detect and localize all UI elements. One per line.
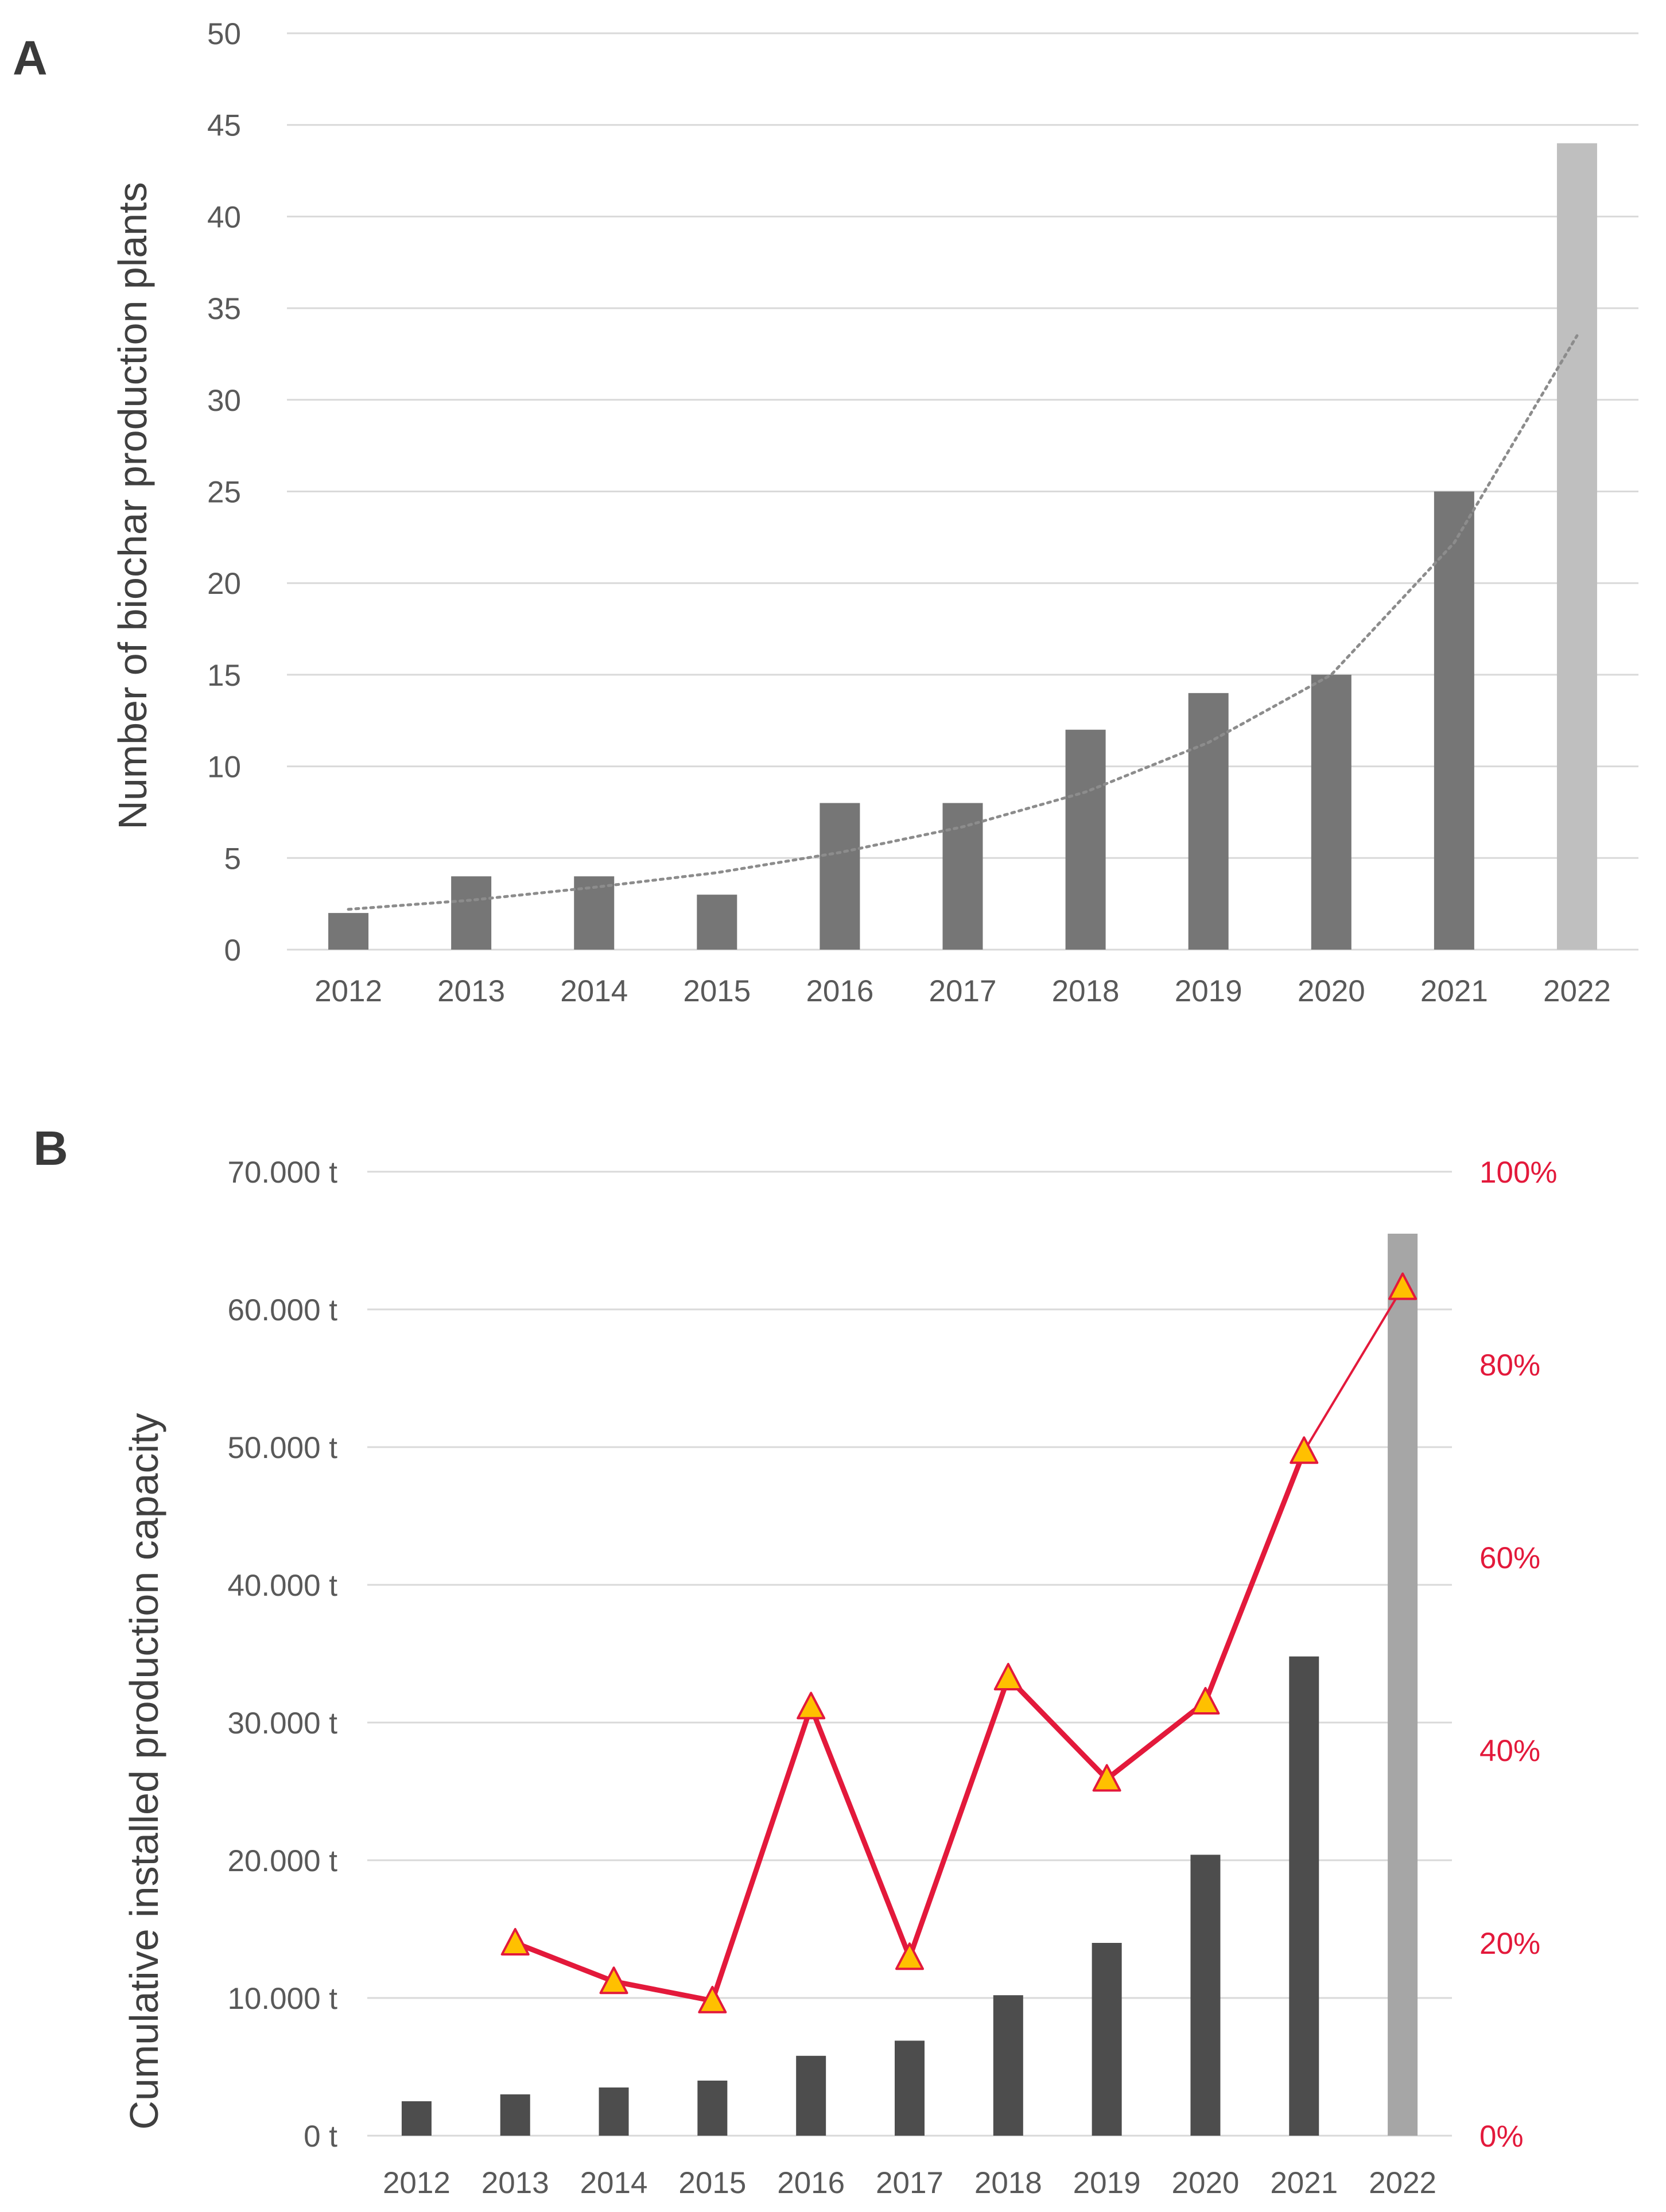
bar-b-2018 (993, 1995, 1023, 2136)
x-tick-a: 2017 (929, 974, 997, 1008)
bar-b-2021 (1289, 1656, 1319, 2136)
growth-marker-2017 (895, 1942, 924, 1970)
y-tick-a: 50 (207, 17, 241, 51)
growth-marker-2022 (1388, 1272, 1418, 1300)
y-tick-b: 40.000 t (227, 1569, 337, 1603)
chart-b: 0 t 10.000 t 20.000 t 30.000 t 40.000 t 50.00… (122, 1156, 1558, 2200)
y-tick-a: 35 (207, 292, 241, 326)
y2-tick-b: 60% (1479, 1541, 1540, 1575)
x-tick-a: 2018 (1052, 974, 1120, 1008)
growth-marker-2018 (993, 1663, 1023, 1690)
bar-a-2013 (451, 876, 492, 950)
x-tick-b: 2012 (383, 2166, 451, 2200)
x-tick-b: 2020 (1172, 2166, 1240, 2200)
bar-a-2018 (1065, 729, 1106, 950)
x-tick-a: 2015 (683, 974, 751, 1008)
growth-marker-2016 (797, 1692, 826, 1720)
x-tick-b: 2018 (974, 2166, 1042, 2200)
bar-a-2022 (1556, 143, 1597, 950)
x-tick-b: 2019 (1073, 2166, 1141, 2200)
y-axis-title-b: Cumulative installed production capacity (122, 1413, 166, 2130)
x-tick-a: 2012 (314, 974, 382, 1008)
growth-line-last-segment-b (1303, 1286, 1404, 1452)
x-tick-a: 2020 (1298, 974, 1365, 1008)
x-tick-b: 2016 (777, 2166, 845, 2200)
growth-line-b (512, 1448, 1307, 2004)
bar-b-2014 (599, 2087, 629, 2136)
y-tick-b: 60.000 t (227, 1293, 337, 1327)
x-tick-a: 2014 (560, 974, 628, 1008)
y-tick-a: 45 (207, 109, 241, 143)
bar-a-2021 (1434, 491, 1474, 950)
y-tick-a: 10 (207, 751, 241, 784)
x-tick-a: 2019 (1175, 974, 1242, 1008)
x-tick-a: 2016 (806, 974, 873, 1008)
y2-tick-b: 0% (1479, 2120, 1524, 2153)
growth-marker-2013 (500, 1928, 530, 1956)
y-tick-a: 30 (207, 384, 241, 418)
bar-a-2019 (1188, 693, 1229, 950)
y-tick-a: 40 (207, 200, 241, 234)
y-tick-b: 0 t (304, 2120, 337, 2153)
panel-b-label: B (33, 1121, 68, 1175)
y-tick-b: 10.000 t (227, 1982, 337, 2016)
bar-b-2019 (1092, 1943, 1122, 2136)
bar-b-2012 (401, 2101, 432, 2136)
growth-marker-2014 (599, 1966, 628, 1995)
x-tick-a: 2022 (1543, 974, 1611, 1008)
x-tick-b: 2013 (481, 2166, 549, 2200)
y-tick-a: 20 (207, 567, 241, 601)
y2-tick-b: 100% (1479, 1156, 1558, 1189)
bar-b-2016 (796, 2055, 826, 2136)
bar-a-2020 (1311, 674, 1352, 950)
y2-tick-b: 40% (1479, 1734, 1540, 1768)
y-tick-b: 50.000 t (227, 1431, 337, 1465)
growth-marker-2019 (1092, 1764, 1121, 1792)
y-tick-a: 0 (224, 934, 241, 967)
y2-tick-b: 20% (1479, 1927, 1540, 1961)
growth-marker-2021 (1290, 1436, 1319, 1464)
bar-a-2015 (697, 895, 737, 950)
bar-a-2012 (328, 913, 369, 950)
y-tick-b: 30.000 t (227, 1706, 337, 1740)
bar-b-2020 (1190, 1855, 1221, 2136)
bar-b-2022 (1388, 1234, 1418, 2136)
growth-marker-2015 (698, 1985, 727, 2013)
x-tick-b: 2015 (678, 2166, 746, 2200)
y2-tick-b: 80% (1479, 1348, 1540, 1382)
x-tick-a: 2021 (1420, 974, 1488, 1008)
x-tick-b: 2017 (876, 2166, 943, 2200)
x-tick-b: 2022 (1369, 2166, 1436, 2200)
trendline-a (347, 334, 1579, 911)
x-tick-a: 2013 (437, 974, 505, 1008)
y-axis-title-a: Number of biochar production plants (110, 182, 155, 829)
panel-a-label: A (13, 31, 48, 85)
y-tick-b: 20.000 t (227, 1844, 337, 1878)
y-tick-a: 5 (224, 842, 241, 876)
growth-marker-2020 (1191, 1687, 1220, 1715)
y-tick-b: 70.000 t (227, 1156, 337, 1189)
x-tick-b: 2014 (580, 2166, 648, 2200)
bar-b-2013 (500, 2094, 530, 2136)
y-tick-a: 15 (207, 659, 241, 693)
bar-a-2016 (820, 803, 860, 950)
chart-a: 0 5 10 15 20 25 30 35 40 45 50 2012 2013 2014 2015 2016… (110, 17, 1638, 1008)
bar-b-2017 (895, 2040, 925, 2136)
bar-b-2015 (697, 2081, 728, 2136)
x-tick-b: 2021 (1270, 2166, 1338, 2200)
y-tick-a: 25 (207, 476, 241, 510)
bar-a-2017 (942, 803, 983, 950)
